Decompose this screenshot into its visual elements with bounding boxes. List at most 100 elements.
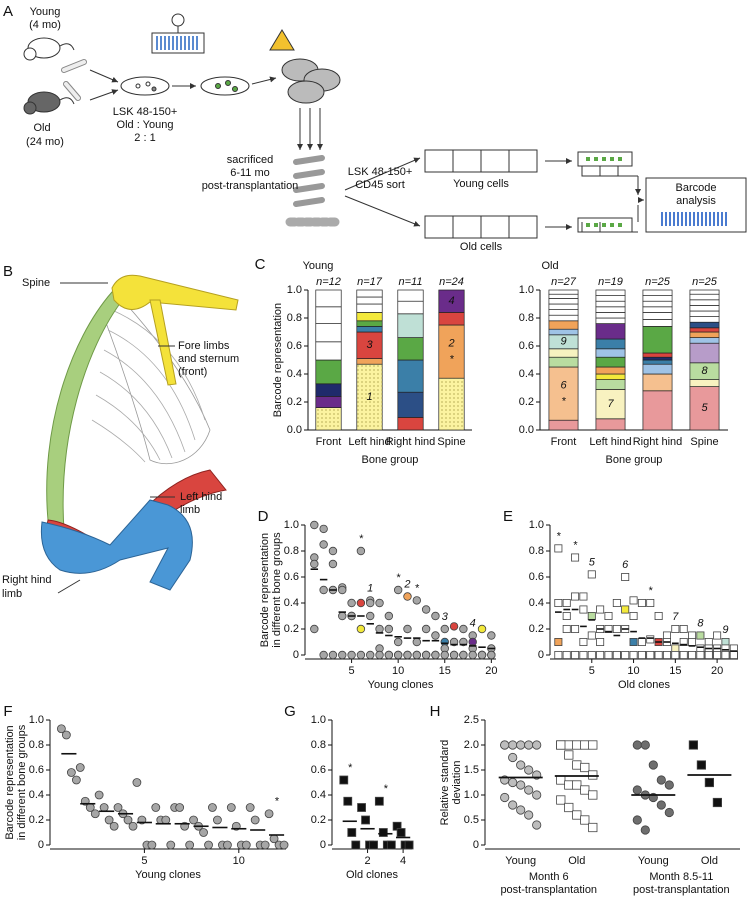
bar-pattern [356,364,383,430]
bar-segment [642,300,673,308]
data-point [632,740,642,750]
y-tick-label: 0.6 [284,571,299,583]
bar-segment [689,327,720,333]
data-point [128,821,138,831]
label: (4 mo) [29,19,61,31]
annotation: 6 [622,559,629,571]
x-tick-label: Young [505,855,536,867]
label: LSK 48-150+ [113,106,178,118]
data-point [662,651,671,660]
y-tick-label: 1.0 [311,714,326,726]
data-point [477,650,487,660]
data-point [704,777,715,788]
barcode-stripes [156,36,198,50]
bar-segment [356,331,383,359]
data-point [524,810,534,820]
x-tick-label: Spine [437,436,465,448]
data-point [696,651,705,660]
bar-segment [315,306,342,324]
panel-letter: D [258,508,269,525]
bar-segment [595,312,626,319]
x-axis-label: Old clones [618,679,670,691]
data-point [679,625,688,634]
right-hind-limb [40,499,193,591]
bar-segment [548,314,579,322]
data-point [640,740,650,750]
data-point [384,624,394,634]
bar-segment [315,289,342,308]
data-point [532,790,542,800]
data-point [580,815,590,825]
y-tick-label: 0.2 [284,623,299,635]
arrow [251,76,277,85]
data-point [564,750,574,760]
x-tick-label: Front [316,436,342,448]
data-point [175,803,185,812]
annotation: 9 [722,624,728,636]
data-point [629,638,638,647]
bar-segment [689,310,720,317]
bar-segment [548,320,579,330]
young-mouse-head [23,47,37,61]
data-point [75,763,85,772]
x-tick-label: Spine [690,436,718,448]
y-axis-label: in different bone groups [271,532,283,648]
segment-label: 5 [701,402,708,414]
data-point [564,802,574,813]
data-point [564,780,574,790]
bar-segment [315,383,342,397]
data-point [516,780,526,790]
bar-segment [438,289,465,313]
cell [225,80,231,86]
arrow [344,157,421,191]
data-point [688,740,699,750]
data-point [310,520,319,530]
data-point [310,624,319,634]
panel-letter: C [255,256,266,273]
data-point [556,740,566,750]
bar-segment [642,319,673,327]
data-point [185,840,195,850]
data-point [66,768,76,777]
bar-segment [438,312,465,326]
x-tick-label: Right hind [633,436,683,448]
bar-pattern [315,407,342,430]
bar-segment [595,379,626,390]
data-point [343,796,353,806]
y-tick-label: 0.5 [464,814,479,826]
segment-label: 2 [447,338,454,350]
x-tick-label: 10 [627,665,639,677]
data-point [629,596,638,605]
n-label: n=12 [316,276,341,288]
y-tick-label: 0 [320,839,326,851]
bar-segment [595,289,626,296]
data-point [729,651,738,660]
bar-segment [642,363,673,375]
data-point [621,573,630,582]
data-point [646,635,655,644]
n-label: n=17 [357,276,383,288]
y-tick-label: 0 [293,649,299,661]
y-tick-label: 0.4 [287,368,302,380]
data-point [671,625,680,634]
label: Young [30,6,61,18]
data-point [554,599,563,608]
x-tick-label: Right hind [386,436,436,448]
data-point [713,651,722,660]
data-point [580,740,590,750]
data-point [487,650,496,660]
bar-segment [356,312,383,322]
label: LSK 48-150+ [348,166,413,178]
annotation: * [573,539,578,551]
label: Barcode [676,182,717,194]
y-tick-label: 1.0 [287,284,302,296]
cell [232,86,238,92]
data-point [71,775,81,785]
data-point [500,792,510,803]
data-point [245,803,255,812]
data-point [572,780,582,790]
chart-title: Young [303,260,334,272]
data-point [587,651,596,660]
annotation: * [359,533,364,545]
